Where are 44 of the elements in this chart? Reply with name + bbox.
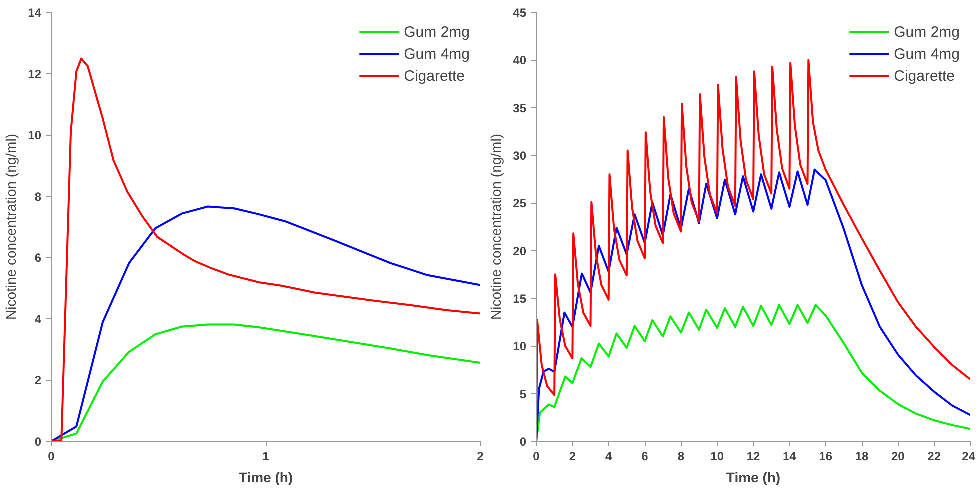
x-tick-label: 12 <box>746 450 760 464</box>
legend-label: Cigarette <box>894 68 956 84</box>
y-tick-label: 40 <box>513 54 527 68</box>
y-tick-label: 35 <box>513 101 527 116</box>
x-tick-label: 18 <box>855 450 869 464</box>
x-axis-title: Time (h) <box>238 470 294 486</box>
y-tick-label: 2 <box>34 374 42 388</box>
y-tick-label: 6 <box>34 251 42 266</box>
x-tick-label: 2 <box>477 450 484 464</box>
x-tick-label: 2 <box>569 450 576 464</box>
y-tick-label: 0 <box>520 435 527 449</box>
legend-label: Gum 2mg <box>404 24 470 40</box>
y-tick-label: 30 <box>513 149 527 163</box>
x-tick-label: 8 <box>678 450 685 464</box>
y-tick-label: 20 <box>513 244 527 258</box>
legend-label: Cigarette <box>404 68 466 84</box>
y-tick-label: 8 <box>34 190 42 204</box>
x-tick-label: 22 <box>928 450 942 464</box>
y-axis-title: Nicotine concentration (ng/ml) <box>3 134 20 320</box>
y-tick-label: 25 <box>513 196 527 211</box>
y-tick-label: 4 <box>34 312 42 326</box>
y-tick-label: 14 <box>28 6 42 20</box>
x-tick-label: 20 <box>891 450 906 464</box>
x-tick-label: 6 <box>642 450 649 464</box>
legend-label: Gum 4mg <box>404 46 470 62</box>
x-tick-label: 14 <box>782 450 797 464</box>
y-axis-title: Nicotine concentration (ng/ml) <box>488 134 504 320</box>
y-tick-label: 10 <box>28 128 42 143</box>
x-axis-title: Time (h) <box>726 470 781 486</box>
y-tick-label: 0 <box>34 435 42 449</box>
y-tick-label: 5 <box>520 387 527 402</box>
y-tick-label: 15 <box>513 292 527 306</box>
x-tick-label: 16 <box>819 450 833 464</box>
x-tick-label: 10 <box>710 450 724 464</box>
y-tick-label: 12 <box>28 67 42 82</box>
y-tick-label: 45 <box>513 6 527 20</box>
x-tick-label: 0 <box>533 450 540 464</box>
x-tick-label: 24 <box>962 450 976 464</box>
x-tick-label: 1 <box>262 450 270 464</box>
x-tick-label: 4 <box>605 450 612 464</box>
legend-label: Gum 2mg <box>894 24 960 40</box>
y-tick-label: 10 <box>513 340 527 354</box>
x-tick-label: 0 <box>48 450 56 464</box>
legend-label: Gum 4mg <box>894 46 960 62</box>
